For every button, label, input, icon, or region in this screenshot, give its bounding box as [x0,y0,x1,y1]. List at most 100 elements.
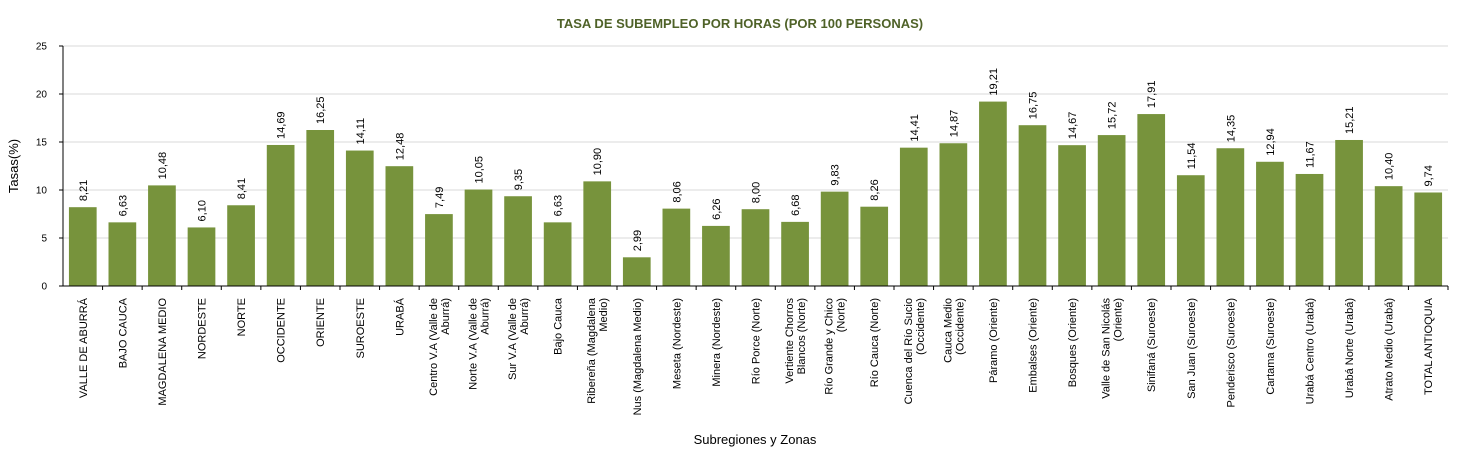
data-labels: 8,21 6,63 10,48 6,10 8,41 14,69 16,25 14,11 12,4… [78,68,1435,251]
data-label: 8,26 [869,179,881,200]
category-label: Minera (Nordeste) [711,298,723,387]
category-label: Urabá Norte (Urabá) [1344,298,1356,398]
data-label: 10,48 [157,152,169,180]
category-label: Río Cauca (Norte) [869,298,881,387]
data-label: 10,05 [474,156,486,184]
bar [1137,114,1166,287]
data-label: 17,91 [1146,81,1158,109]
y-tick-label: 5 [41,234,47,245]
bar [1097,135,1126,286]
bar [504,196,532,286]
category-label: Embalses (Oriente) [1028,298,1040,393]
data-label: 14,69 [276,111,288,139]
bars [68,101,1443,287]
bar [187,227,216,286]
data-label: 12,94 [1265,128,1277,156]
data-label: 8,00 [751,182,763,203]
category-label: Vertiente Chorros [784,298,796,384]
category-label: Aburrá) [440,298,452,335]
category-label: Bosques (Oriente) [1067,298,1079,387]
category-label: Nus (Magdalena Medio) [632,298,644,415]
category-label: VALLE DE ABURRÁ [77,297,90,398]
bar [860,206,889,286]
category-label: Centro V.A (Valle de [428,298,440,396]
data-label: 11,67 [1305,141,1317,168]
data-label: 10,90 [592,148,604,176]
data-label: 6,10 [197,200,209,221]
category-label: Penderisco (Suroeste) [1225,298,1237,407]
axes [62,46,1448,287]
bar [1414,192,1443,286]
category-label: (Oriente) [1113,298,1125,341]
category-label: Ribereña (Magdalena [586,297,598,404]
y-tick-label: 10 [36,186,48,197]
data-label: 15,21 [1344,106,1356,134]
bar [1018,125,1047,286]
data-label: 11,54 [1186,142,1198,169]
bar [820,191,849,286]
data-label: 8,21 [78,180,90,201]
bar [622,257,651,286]
category-label: TOTAL ANTIOQUIA [1423,297,1435,395]
bar [345,150,374,286]
data-label: 6,63 [117,195,129,216]
bar [227,205,255,286]
category-label: Medio) [598,298,610,332]
bar [979,101,1007,286]
y-tick-label: 20 [36,90,48,101]
data-label: 12,48 [394,133,406,161]
bar [108,222,137,286]
bar [543,222,572,286]
category-label: Blancos (Norte) [796,298,808,374]
bar [385,166,414,286]
category-label: (Occidente) [915,298,927,355]
category-label: ORIENTE [315,298,327,347]
y-axis-ticks: 0 5 10 15 20 25 [36,42,63,293]
category-label: Valle de San Nicolás [1101,298,1113,399]
category-label: Aburrá) [480,298,492,335]
bar [266,144,295,286]
category-label: Sur V.A (Valle de [507,298,519,380]
y-axis-label: Tasas(%) [6,139,21,193]
category-label: NORTE [236,298,248,336]
category-label: Bajo Cauca [553,297,565,355]
data-label: 14,87 [948,110,960,138]
bar [464,189,493,286]
bar [939,143,968,286]
data-label: 14,35 [1225,115,1237,143]
category-label: Norte V.A (Valle de [468,298,480,390]
category-label: Atrato Medio (Urabá) [1384,298,1396,401]
data-label: 10,40 [1384,153,1396,181]
data-label: 9,35 [513,169,525,190]
data-label: 16,75 [1028,92,1040,120]
category-label: Cuenca del Río Sucio [903,298,915,404]
y-tick-label: 25 [36,42,48,53]
bar [702,225,730,286]
x-axis-label: Subregiones y Zonas [694,432,817,447]
bar [662,208,691,286]
bar [1374,186,1403,286]
bar [1216,148,1245,286]
category-label: MAGDALENA MEDIO [157,298,169,406]
bar [583,181,612,286]
chart-title: TASA DE SUBEMPLEO POR HORAS (POR 100 PER… [557,16,923,31]
category-labels: VALLE DE ABURRÁ BAJO CAUCA MAGDALENA MEDIO… [77,286,1449,415]
category-label: Meseta (Nordeste) [671,298,683,389]
bar [1176,175,1205,286]
data-label: 7,49 [434,187,446,208]
data-label: 6,26 [711,198,723,219]
y-tick-label: 0 [41,282,47,293]
category-label: SUROESTE [355,298,367,359]
data-label: 8,06 [671,181,683,202]
bar [741,209,770,286]
data-label: 6,63 [553,195,565,216]
data-label: 16,25 [315,96,327,124]
bar [899,147,928,286]
category-label: Urabá Centro (Urabá) [1305,298,1317,404]
category-label: (Norte) [836,298,848,332]
category-label: San Juan (Suroeste) [1186,298,1198,399]
bar [1058,145,1086,286]
category-label: BAJO CAUCA [117,297,129,368]
data-label: 15,72 [1107,102,1119,130]
category-label: Río Porce (Norte) [751,298,763,384]
